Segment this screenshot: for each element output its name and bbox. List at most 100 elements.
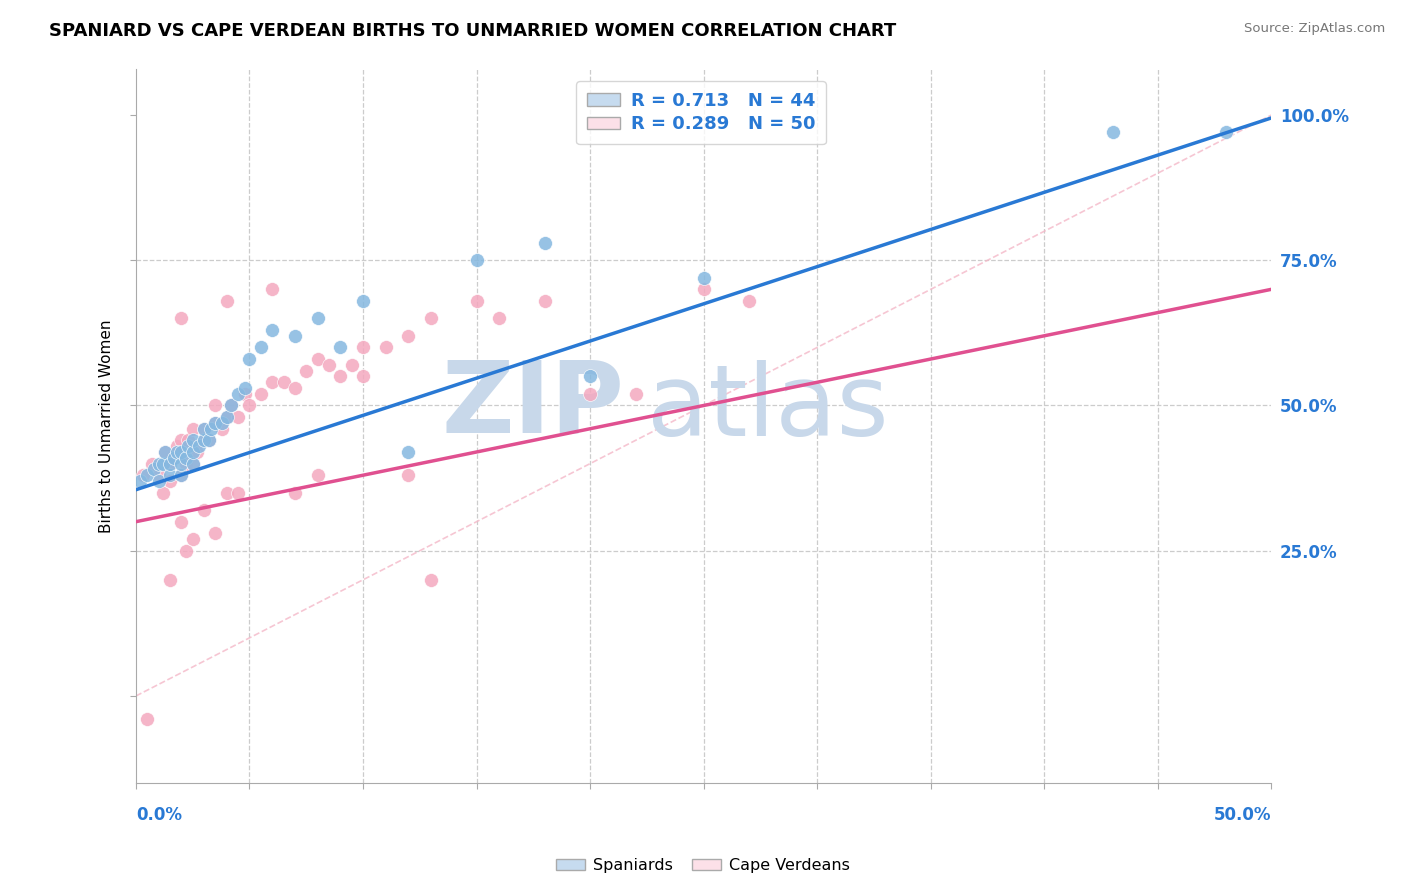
Point: [177, 439, 200, 453]
Point: [129, 474, 152, 488]
Point: [181, 434, 204, 448]
Point: [396, 468, 419, 483]
Point: [233, 387, 256, 401]
Point: [136, 468, 159, 483]
Point: [307, 351, 329, 366]
Point: [181, 532, 204, 546]
Point: [141, 457, 163, 471]
Point: [152, 457, 174, 471]
Point: [465, 253, 488, 268]
Point: [262, 376, 284, 390]
Point: [420, 311, 443, 326]
Point: [284, 381, 307, 395]
Point: [215, 410, 238, 425]
Point: [174, 543, 197, 558]
Point: [396, 328, 419, 343]
Point: [193, 503, 215, 517]
Point: [174, 450, 197, 465]
Point: [1215, 125, 1237, 139]
Point: [215, 410, 238, 425]
Point: [131, 468, 153, 483]
Point: [159, 474, 181, 488]
Point: [226, 485, 249, 500]
Point: [170, 434, 193, 448]
Point: [174, 457, 197, 471]
Point: [159, 468, 181, 483]
Point: [273, 376, 295, 390]
Text: 50.0%: 50.0%: [1213, 806, 1271, 824]
Point: [193, 422, 215, 436]
Point: [396, 445, 419, 459]
Point: [307, 311, 329, 326]
Point: [738, 293, 761, 308]
Text: ZIP: ZIP: [441, 357, 624, 454]
Point: [318, 358, 340, 372]
Point: [204, 526, 226, 541]
Point: [163, 450, 186, 465]
Point: [159, 457, 181, 471]
Point: [295, 364, 318, 378]
Point: [136, 712, 159, 726]
Point: [284, 328, 307, 343]
Point: [181, 445, 204, 459]
Point: [170, 311, 193, 326]
Point: [219, 399, 242, 413]
Point: [215, 293, 238, 308]
Y-axis label: Births to Unmarried Women: Births to Unmarried Women: [100, 319, 114, 533]
Text: Source: ZipAtlas.com: Source: ZipAtlas.com: [1244, 22, 1385, 36]
Point: [152, 485, 174, 500]
Point: [143, 462, 166, 476]
Point: [692, 282, 714, 296]
Legend: Spaniards, Cape Verdeans: Spaniards, Cape Verdeans: [550, 852, 856, 880]
Point: [262, 323, 284, 337]
Point: [170, 468, 193, 483]
Point: [329, 340, 352, 354]
Point: [329, 369, 352, 384]
Point: [624, 387, 647, 401]
Point: [488, 311, 510, 326]
Point: [193, 434, 215, 448]
Point: [181, 457, 204, 471]
Point: [238, 351, 260, 366]
Point: [1101, 125, 1123, 139]
Point: [197, 434, 219, 448]
Point: [170, 457, 193, 471]
Point: [181, 457, 204, 471]
Point: [352, 293, 374, 308]
Point: [177, 434, 200, 448]
Point: [579, 369, 602, 384]
Point: [170, 515, 193, 529]
Point: [193, 422, 215, 436]
Point: [200, 422, 222, 436]
Text: 0.0%: 0.0%: [136, 806, 181, 824]
Point: [159, 573, 181, 587]
Point: [249, 387, 271, 401]
Point: [533, 235, 555, 250]
Point: [340, 358, 363, 372]
Point: [155, 445, 177, 459]
Point: [166, 439, 188, 453]
Point: [211, 422, 233, 436]
Point: [155, 445, 177, 459]
Point: [465, 293, 488, 308]
Point: [692, 270, 714, 285]
Point: [204, 416, 226, 430]
Point: [249, 340, 271, 354]
Point: [181, 422, 204, 436]
Point: [579, 387, 602, 401]
Point: [226, 410, 249, 425]
Point: [193, 434, 215, 448]
Point: [262, 282, 284, 296]
Point: [170, 445, 193, 459]
Point: [284, 485, 307, 500]
Point: [352, 369, 374, 384]
Point: [233, 381, 256, 395]
Point: [204, 399, 226, 413]
Point: [204, 416, 226, 430]
Point: [219, 399, 242, 413]
Point: [215, 485, 238, 500]
Point: [197, 434, 219, 448]
Point: [148, 474, 170, 488]
Point: [352, 340, 374, 354]
Point: [148, 468, 170, 483]
